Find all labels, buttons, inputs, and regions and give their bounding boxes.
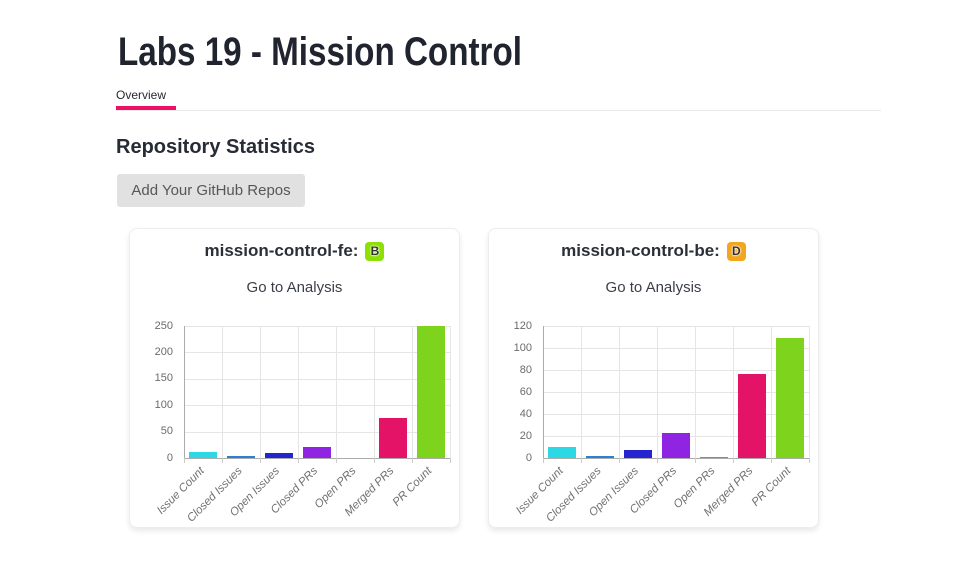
bar-open-issues (264, 453, 293, 458)
gridline (259, 326, 261, 458)
bar-closed-issues (226, 456, 255, 458)
gridline (184, 326, 450, 327)
x-axis-tick (221, 458, 223, 463)
gridline (184, 431, 450, 433)
y-axis-tick-label: 40 (519, 407, 532, 420)
gridline (184, 378, 450, 380)
gridline (543, 348, 809, 349)
y-axis-tick-label: 100 (154, 398, 173, 411)
y-axis-tick-label: 80 (519, 363, 532, 376)
gridline (770, 326, 772, 458)
bar-closed-prs (302, 446, 331, 458)
repo-name: mission-control-be: (561, 241, 720, 260)
x-axis-tick (808, 458, 810, 463)
y-axis-tick-label: 120 (513, 319, 532, 332)
y-axis-tick-label: 200 (154, 345, 173, 358)
bar-issue-count (548, 447, 576, 458)
x-axis-category-label: PR Count (749, 465, 793, 509)
x-axis-tick (297, 458, 299, 463)
y-axis-tick-label: 250 (154, 319, 173, 332)
gridline (335, 326, 337, 458)
gridline (221, 326, 223, 458)
repo-card: mission-control-fe: B Go to Analysis 250 200… (129, 228, 460, 528)
y-axis-tick-label: 0 (166, 451, 173, 464)
gridline (543, 414, 809, 415)
gridline (449, 326, 451, 458)
x-axis-tick (259, 458, 261, 463)
gridline (184, 326, 185, 458)
gridline (543, 392, 809, 393)
y-axis-tick-label: 60 (519, 385, 532, 398)
grade-badge: D (726, 241, 746, 261)
y-axis-tick-label: 0 (525, 451, 532, 464)
page-title: Labs 19 - Mission Control (118, 30, 522, 74)
gridline (373, 326, 375, 458)
tab-divider (116, 110, 881, 111)
gridline (656, 326, 658, 458)
bar-pr-count (416, 326, 445, 458)
x-axis-tick (449, 458, 451, 463)
x-axis-tick (411, 458, 413, 463)
bar-chart: 120 100 80 60 40 20 0 Issue Count Closed Issues O… (489, 229, 818, 527)
x-axis-tick (618, 458, 620, 463)
tab-active-indicator (116, 106, 176, 110)
y-axis-tick-label: 150 (154, 372, 173, 385)
repo-name: mission-control-fe: (204, 241, 359, 260)
repo-card-header: mission-control-be: D (489, 241, 818, 261)
gridline (543, 326, 809, 327)
gridline (618, 326, 620, 458)
bar-merged-prs (737, 374, 766, 458)
x-axis-tick (373, 458, 375, 463)
section-heading: Repository Statistics (116, 136, 315, 158)
gridline (580, 326, 582, 458)
tab-overview[interactable]: Overview (116, 88, 167, 102)
x-axis-tick (543, 458, 544, 463)
gridline (808, 326, 810, 458)
gridline (732, 326, 734, 458)
x-axis-tick (694, 458, 696, 463)
x-axis-tick (335, 458, 337, 463)
x-axis-tick (732, 458, 734, 463)
x-axis-tick (656, 458, 658, 463)
bar-open-prs (699, 456, 728, 458)
bar-merged-prs (378, 417, 407, 458)
bar-closed-issues (585, 455, 614, 458)
repo-card: mission-control-be: D Go to Analysis 120 100… (488, 228, 819, 528)
repo-card-header: mission-control-fe: B (130, 241, 459, 261)
gridline (694, 326, 696, 458)
bar-open-issues (623, 450, 652, 458)
x-axis-category-label: PR Count (390, 465, 434, 509)
gridline (543, 326, 544, 458)
gridline (184, 352, 450, 354)
y-axis-tick-label: 50 (160, 425, 173, 438)
bar-chart: 250 200 150 100 50 0 Issue Count Closed Issues O… (130, 229, 459, 527)
bar-issue-count (189, 451, 217, 458)
go-to-analysis-link[interactable]: Go to Analysis (246, 279, 343, 296)
gridline (184, 458, 450, 459)
y-axis-tick-label: 20 (519, 429, 532, 442)
y-axis-tick-label: 100 (513, 341, 532, 354)
gridline (297, 326, 299, 458)
gridline (411, 326, 413, 458)
gridline (184, 405, 450, 407)
go-to-analysis-link[interactable]: Go to Analysis (605, 279, 702, 296)
x-axis-tick (580, 458, 582, 463)
x-axis-tick (184, 458, 185, 463)
gridline (543, 458, 809, 459)
bar-pr-count (775, 338, 804, 458)
add-github-repos-button[interactable]: Add Your GitHub Repos (117, 174, 305, 207)
x-axis-tick (770, 458, 772, 463)
bar-closed-prs (661, 432, 690, 458)
grade-badge: B (365, 241, 385, 261)
gridline (543, 370, 809, 371)
